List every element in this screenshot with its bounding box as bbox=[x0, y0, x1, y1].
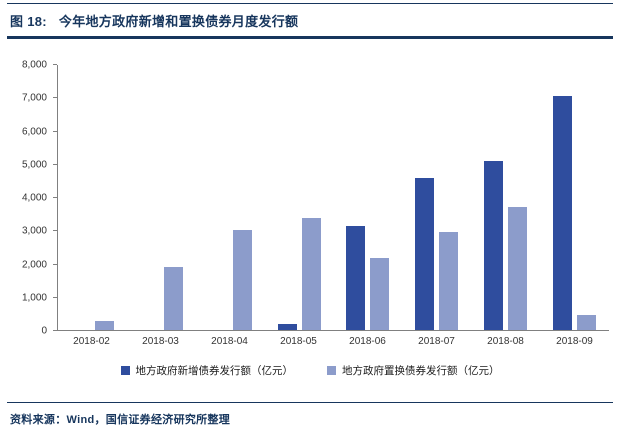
bar-group-2018-02 bbox=[58, 65, 127, 330]
plot-area bbox=[57, 65, 609, 331]
title-underline bbox=[7, 36, 613, 39]
bar-new-2018-08 bbox=[484, 161, 504, 330]
y-tick-mark bbox=[53, 230, 57, 232]
legend-label: 地方政府新增债券发行额（亿元） bbox=[135, 365, 294, 377]
y-tick-mark bbox=[53, 97, 57, 99]
x-tick-label: 2018-02 bbox=[73, 336, 110, 347]
bar-new-2018-09 bbox=[553, 96, 573, 330]
bar-new-2018-07 bbox=[415, 177, 435, 330]
bar-group-2018-03 bbox=[127, 65, 196, 330]
y-tick-label: 5,000 bbox=[21, 159, 47, 171]
bar-group-2018-09 bbox=[540, 65, 609, 330]
y-tick-label: 1,000 bbox=[21, 292, 47, 304]
y-tick-mark bbox=[53, 64, 57, 65]
bar-new-2018-05 bbox=[277, 324, 297, 330]
x-tick-label: 2018-03 bbox=[142, 336, 179, 347]
legend-item-swap: 地方政府置换债券发行额（亿元） bbox=[327, 363, 500, 378]
top-rule bbox=[7, 3, 613, 4]
bar-swap-2018-09 bbox=[577, 315, 597, 330]
y-tick-mark bbox=[53, 197, 57, 198]
legend-label: 地方政府置换债券发行额（亿元） bbox=[342, 365, 500, 377]
bar-chart: 0 1,000 2,000 3,000 4,000 5,000 6,000 7,000 8,00… bbox=[7, 60, 613, 347]
bar-swap-2018-05 bbox=[301, 218, 321, 330]
x-tick-label: 2018-08 bbox=[487, 336, 524, 347]
legend-swatch bbox=[120, 366, 130, 375]
bar-group-2018-05 bbox=[265, 65, 334, 330]
bar-group-2018-06 bbox=[334, 65, 403, 330]
y-tick-label: 2,000 bbox=[21, 259, 47, 270]
x-tick-label: 2018-06 bbox=[349, 336, 386, 347]
source-note: 资料来源：Wind，国信证券经济研究所整理 bbox=[10, 414, 231, 426]
bar-swap-2018-04 bbox=[232, 229, 252, 330]
y-tick-label: 6,000 bbox=[21, 126, 47, 137]
x-tick-label: 2018-07 bbox=[418, 336, 455, 347]
figure-title: 今年地方政府新增和置换债券月度发行额 bbox=[58, 14, 299, 29]
bar-swap-2018-08 bbox=[508, 207, 528, 330]
plot-column: 2018-02 2018-03 2018-04 2018-05 2018-06 2018-… bbox=[57, 65, 609, 347]
y-tick-mark bbox=[53, 130, 57, 132]
bar-swap-2018-03 bbox=[163, 267, 183, 330]
x-tick-label: 2018-04 bbox=[211, 336, 248, 347]
legend: 地方政府新增债券发行额（亿元） 地方政府置换债券发行额（亿元） bbox=[7, 363, 613, 378]
bar-swap-2018-02 bbox=[94, 320, 114, 330]
x-tick-label: 2018-05 bbox=[280, 336, 317, 347]
y-tick-label: 7,000 bbox=[21, 92, 47, 104]
legend-swatch bbox=[327, 366, 336, 375]
y-tick-label: 8,000 bbox=[21, 59, 47, 71]
y-tick-label: 4,000 bbox=[21, 192, 47, 204]
bar-new-2018-06 bbox=[346, 225, 366, 330]
y-axis-labels: 0 1,000 2,000 3,000 4,000 5,000 6,000 7,000 8,00… bbox=[7, 60, 57, 337]
figure-label: 图 18: bbox=[10, 14, 47, 29]
bar-group-2018-08 bbox=[471, 65, 540, 330]
y-tick-mark bbox=[53, 330, 57, 331]
bar-group-2018-07 bbox=[402, 65, 471, 330]
y-tick-label: 3,000 bbox=[21, 225, 47, 237]
y-tick-label: 0 bbox=[41, 325, 47, 337]
bar-group-2018-04 bbox=[196, 65, 265, 330]
bar-swap-2018-07 bbox=[439, 232, 459, 330]
y-tick-mark bbox=[53, 263, 57, 265]
y-tick-mark bbox=[53, 163, 57, 165]
x-axis-labels: 2018-02 2018-03 2018-04 2018-05 2018-06 2018-… bbox=[57, 331, 609, 347]
figure-header: 图 18: 今年地方政府新增和置换债券月度发行额 bbox=[7, 4, 613, 36]
footer-rule bbox=[7, 402, 613, 403]
y-tick-mark bbox=[53, 296, 57, 298]
legend-item-new: 地方政府新增债券发行额（亿元） bbox=[120, 363, 294, 378]
x-tick-label: 2018-09 bbox=[556, 336, 593, 347]
bar-swap-2018-06 bbox=[370, 257, 390, 330]
